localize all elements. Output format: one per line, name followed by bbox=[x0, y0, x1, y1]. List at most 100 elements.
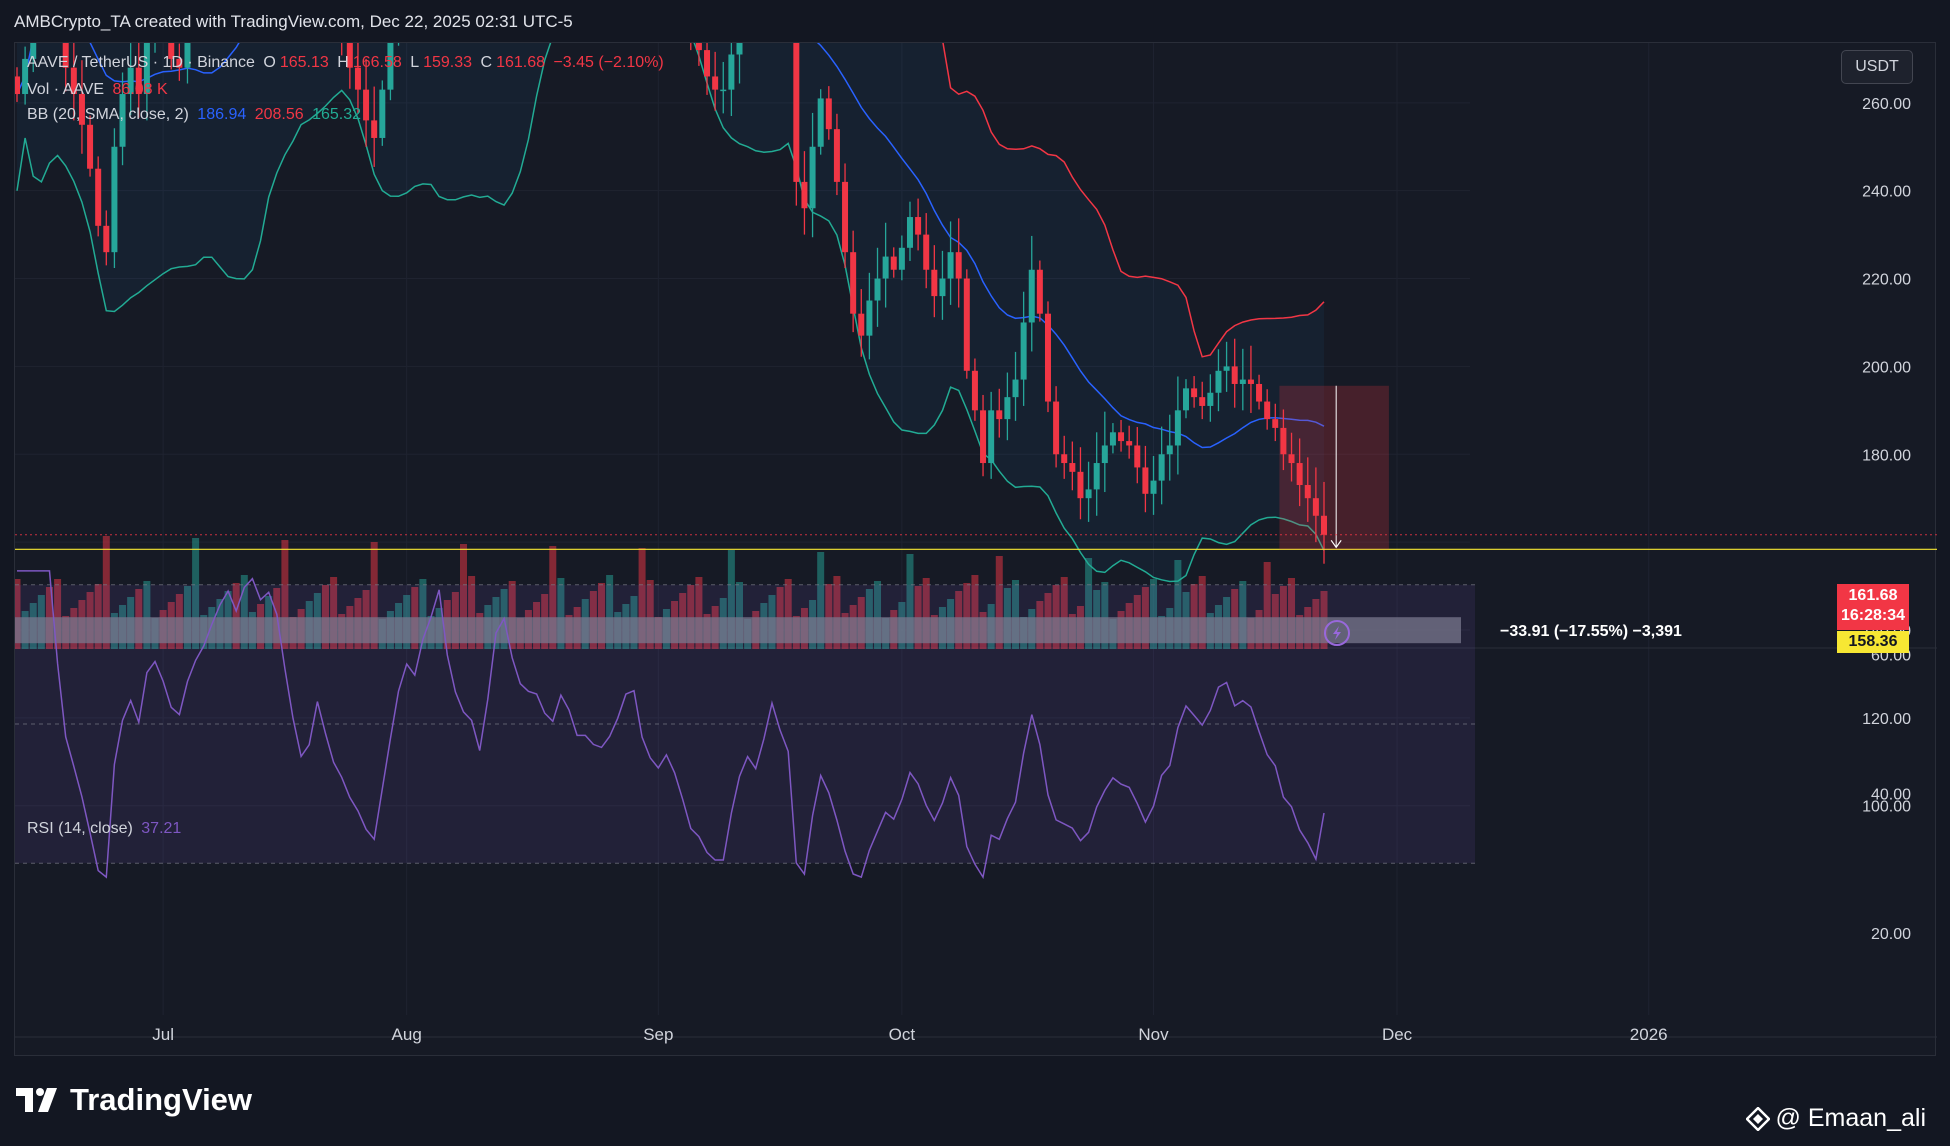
low-label: L bbox=[410, 54, 420, 71]
candle-body bbox=[736, 43, 743, 55]
candle-body bbox=[1150, 480, 1157, 494]
volume-bar bbox=[1190, 584, 1198, 649]
candle-body bbox=[1223, 366, 1230, 371]
candle-body bbox=[143, 43, 150, 95]
candle-body bbox=[168, 43, 175, 59]
candle-body bbox=[947, 252, 954, 279]
bollinger-legend[interactable]: BB (20, SMA, close, 2) 186.94 208.56 165… bbox=[27, 106, 365, 124]
candle-body bbox=[825, 98, 832, 130]
rsi-line bbox=[17, 570, 1325, 880]
candle-body bbox=[1012, 379, 1019, 398]
candle-body bbox=[1069, 463, 1076, 472]
candle-body bbox=[1239, 379, 1246, 384]
time-axis-label: Dec bbox=[1382, 1025, 1413, 1044]
candle-body bbox=[1199, 397, 1206, 406]
bollinger-basis-line bbox=[16, 43, 1325, 449]
volume-bar bbox=[833, 576, 841, 649]
candle-body bbox=[1174, 410, 1181, 446]
open-value: 165.13 bbox=[279, 54, 329, 71]
volume-bar bbox=[1012, 580, 1020, 649]
candle-body bbox=[898, 247, 905, 270]
bar-countdown: 16:28:34 bbox=[1840, 607, 1906, 624]
candle-body bbox=[184, 43, 191, 68]
volume-bar bbox=[557, 578, 565, 649]
volume-bar bbox=[1101, 582, 1109, 649]
candle-body bbox=[1272, 419, 1279, 428]
rsi-label: RSI (14, close) bbox=[27, 820, 133, 837]
volume-bar bbox=[1198, 576, 1206, 649]
candle-body bbox=[1109, 432, 1116, 446]
candle-body bbox=[1320, 515, 1327, 535]
volume-bar bbox=[1288, 578, 1296, 649]
candle-body bbox=[1053, 401, 1060, 455]
candle-body bbox=[1304, 485, 1311, 499]
volume-bar bbox=[646, 580, 654, 649]
candle-body bbox=[1231, 366, 1238, 384]
volume-bar bbox=[459, 544, 467, 649]
candle-body bbox=[1020, 322, 1027, 380]
candle-body bbox=[387, 43, 394, 90]
change-value: −3.45 (−2.10%) bbox=[553, 54, 664, 71]
volume-bar bbox=[963, 583, 971, 649]
candle-body bbox=[874, 278, 881, 301]
bollinger-lower-line bbox=[16, 43, 1325, 583]
measure-label: −33.91 (−17.55%) −3,391 bbox=[1500, 623, 1682, 640]
candle-body bbox=[1142, 467, 1149, 494]
candle-body bbox=[915, 217, 922, 235]
candle-body bbox=[1085, 489, 1092, 499]
candle-body bbox=[1256, 383, 1263, 402]
candle-body bbox=[1207, 392, 1214, 406]
candle-body bbox=[1134, 445, 1141, 468]
candle-body bbox=[712, 76, 719, 90]
alert-icon bbox=[1323, 620, 1350, 646]
volume-bar bbox=[321, 585, 329, 649]
candle-body bbox=[111, 146, 118, 253]
bollinger-basis-value: 186.94 bbox=[197, 106, 247, 123]
price-axis-label: 120.00 bbox=[1862, 711, 1911, 728]
rsi-axis-label: 20.00 bbox=[1871, 926, 1911, 943]
tradingview-logo-icon bbox=[16, 1088, 57, 1112]
candle-body bbox=[1280, 427, 1287, 455]
diamond-icon bbox=[1745, 1106, 1770, 1131]
time-axis-label: Sep bbox=[643, 1025, 673, 1044]
price-axis-label: 100.00 bbox=[1862, 799, 1911, 816]
volume-bar bbox=[549, 546, 557, 649]
volume-bar bbox=[192, 538, 200, 649]
candle-body bbox=[1312, 498, 1319, 516]
volume-bar bbox=[94, 584, 102, 649]
candle-body bbox=[923, 234, 930, 270]
volume-bar bbox=[1239, 581, 1247, 649]
candle-body bbox=[1126, 441, 1133, 446]
symbol-legend[interactable]: AAVE / TetherUS · 1D · Binance O 165.13 H… bbox=[27, 54, 668, 72]
tradingview-logo[interactable]: TradingView bbox=[16, 1082, 252, 1118]
volume-bar bbox=[419, 579, 427, 649]
volume-bar bbox=[330, 577, 338, 649]
candle-body bbox=[1101, 445, 1108, 464]
volume-bar bbox=[606, 575, 614, 649]
rsi-legend[interactable]: RSI (14, close) 37.21 bbox=[27, 820, 185, 838]
volume-bar bbox=[1060, 577, 1068, 649]
bollinger-upper-line bbox=[942, 43, 1325, 358]
candle-body bbox=[1215, 370, 1222, 393]
price-chart[interactable]: 340.00320.00300.00280.00260.00240.00220.… bbox=[15, 43, 1937, 1057]
candle-body bbox=[119, 94, 126, 147]
candle-body bbox=[850, 252, 857, 314]
candle-body bbox=[931, 269, 938, 297]
candle-body bbox=[15, 76, 20, 95]
candle-body bbox=[842, 181, 849, 253]
volume-legend[interactable]: Vol · AAVE 86.08 K bbox=[27, 81, 172, 99]
candle-body bbox=[346, 43, 353, 68]
candle-body bbox=[78, 94, 85, 125]
volume-bar bbox=[825, 584, 833, 649]
candle-body bbox=[728, 54, 735, 90]
currency-button[interactable]: USDT bbox=[1841, 50, 1913, 84]
candle-body bbox=[1004, 397, 1011, 420]
candle-body bbox=[793, 43, 800, 182]
candle-body bbox=[87, 124, 94, 169]
candle-body bbox=[30, 43, 37, 59]
candle-body bbox=[1036, 269, 1043, 314]
candle-body bbox=[882, 256, 889, 279]
candle-body bbox=[371, 120, 378, 138]
candle-body bbox=[988, 410, 995, 464]
volume-bar bbox=[143, 581, 151, 649]
